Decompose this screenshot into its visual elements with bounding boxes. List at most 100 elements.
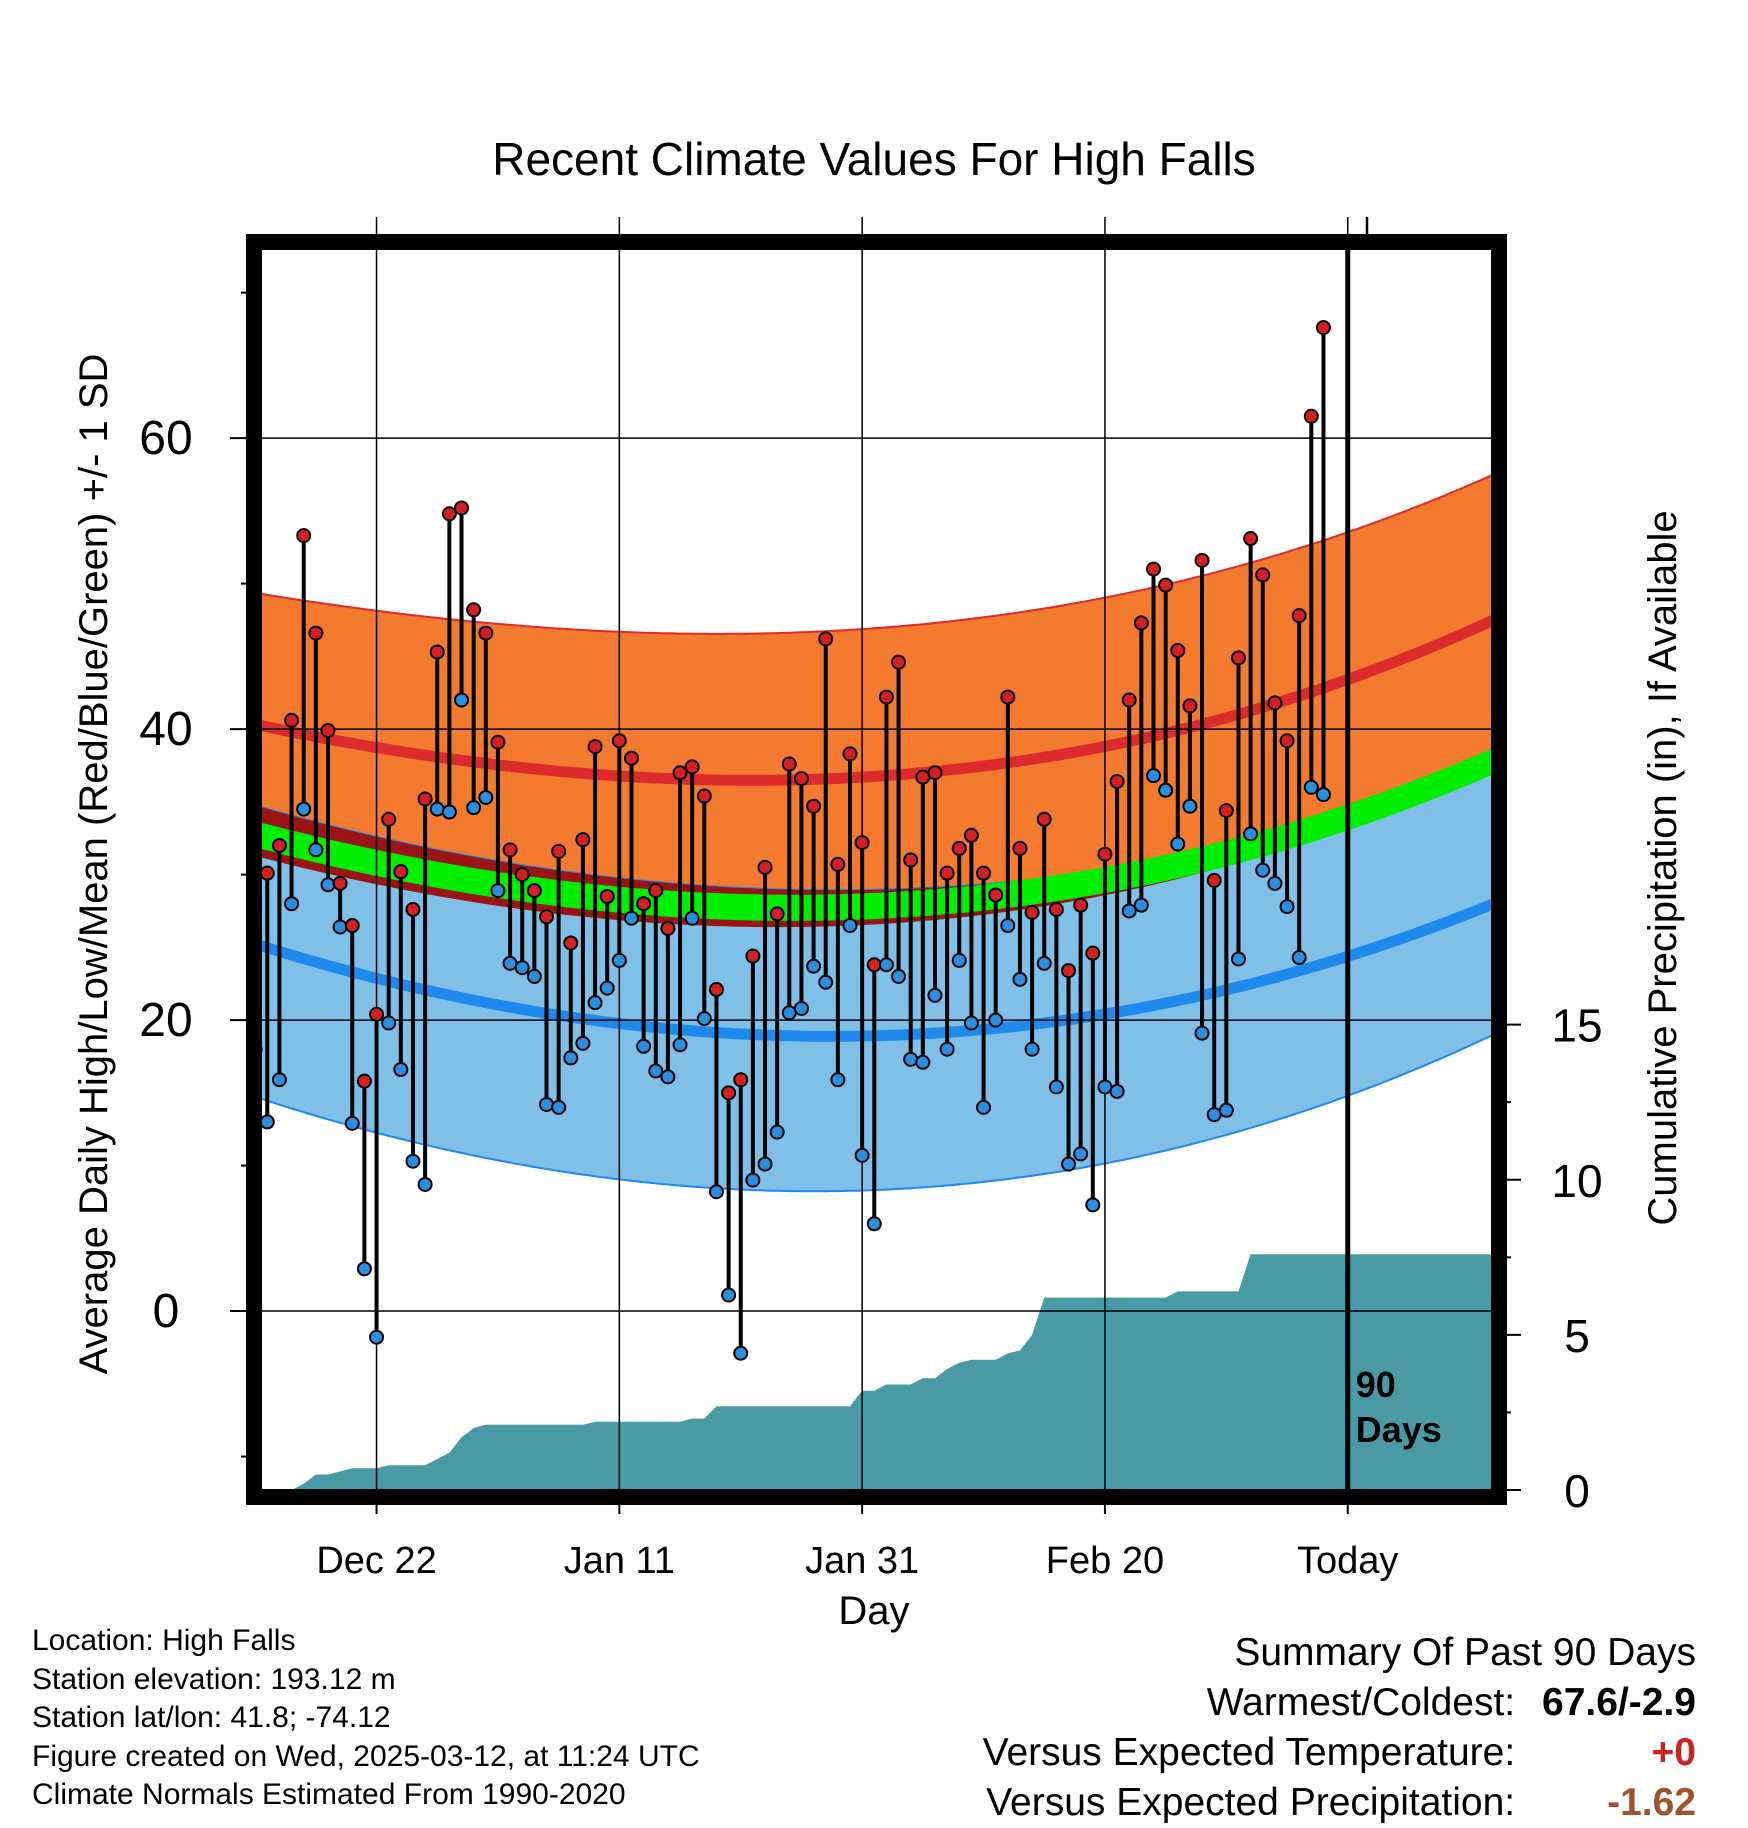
summary-panel: Summary Of Past 90 Days Warmest/Coldest:… <box>983 1628 1696 1828</box>
daily-low-point <box>708 1184 724 1200</box>
x-tick-label: Dec 22 <box>316 1540 436 1582</box>
daily-low-point <box>308 842 324 858</box>
daily-low-point <box>927 987 943 1003</box>
daily-low-point <box>587 995 603 1011</box>
daily-low-point <box>599 980 615 996</box>
daily-high-point <box>296 528 312 544</box>
daily-high-point <box>356 1073 372 1089</box>
daily-high-point <box>284 712 300 728</box>
daily-low-point <box>939 1041 955 1057</box>
daily-low-point <box>1315 787 1331 803</box>
temp-label: Versus Expected Temperature: <box>982 1731 1516 1774</box>
daily-high-point <box>781 756 797 772</box>
daily-high-point <box>1267 695 1283 711</box>
daily-high-point <box>660 920 676 936</box>
daily-high-point <box>502 842 518 858</box>
y-tick-label: 20 <box>139 994 192 1047</box>
daily-low-point <box>611 952 627 968</box>
daily-high-point <box>478 625 494 641</box>
daily-low-point <box>1170 836 1186 852</box>
daily-low-point <box>393 1062 409 1078</box>
chart-title: Recent Climate Values For High Falls <box>492 133 1256 185</box>
latlon-text: Station lat/lon: 41.8; -74.12 <box>32 1701 391 1734</box>
daily-high-point <box>1024 904 1040 920</box>
daily-high-point <box>381 811 397 827</box>
warm-cold-row: Warmest/Coldest: 67.6/-2.9 <box>983 1678 1696 1728</box>
y-tick-label: 0 <box>153 1285 180 1338</box>
daily-low-point <box>296 801 312 817</box>
daily-low-point <box>830 1072 846 1088</box>
daily-high-point <box>490 734 506 750</box>
daily-low-point <box>1048 1079 1064 1095</box>
normals-text: Climate Normals Estimated From 1990-2020 <box>32 1778 626 1811</box>
daily-high-point <box>587 739 603 755</box>
daily-low-point <box>429 801 445 817</box>
daily-low-point <box>271 1072 287 1088</box>
daily-high-point <box>757 859 773 875</box>
daily-low-point <box>818 974 834 990</box>
daily-high-point <box>891 654 907 670</box>
daily-low-point <box>745 1172 761 1188</box>
today-days-label: Days <box>1356 1409 1442 1450</box>
daily-low-point <box>1303 779 1319 795</box>
daily-high-point <box>866 957 882 973</box>
daily-low-point <box>526 968 542 984</box>
daily-low-point <box>1073 1146 1089 1162</box>
daily-high-point <box>551 843 567 859</box>
daily-low-point <box>478 789 494 805</box>
daily-low-point <box>1279 899 1295 915</box>
daily-low-point <box>466 800 482 816</box>
daily-high-point <box>793 771 809 787</box>
temp-row: Versus Expected Temperature: +0 <box>983 1728 1696 1778</box>
daily-high-point <box>915 769 931 785</box>
daily-low-point <box>563 1050 579 1066</box>
daily-low-point <box>793 1000 809 1016</box>
daily-high-point <box>261 865 275 881</box>
y2-tick-label: 5 <box>1564 1310 1590 1362</box>
daily-high-point <box>878 689 894 705</box>
y2-tick-label: 15 <box>1551 1000 1602 1052</box>
daily-low-point <box>441 804 457 820</box>
daily-low-point <box>963 1015 979 1031</box>
x-tick-label: Feb 20 <box>1046 1540 1164 1582</box>
daily-high-point <box>514 867 530 883</box>
daily-low-point <box>344 1115 360 1131</box>
daily-high-point <box>271 837 287 853</box>
today-days-label: 90 <box>1356 1364 1396 1405</box>
daily-high-point <box>599 888 615 904</box>
y-axis-label: Average Daily High/Low/Mean (Red/Blue/Gr… <box>72 354 116 1375</box>
daily-high-point <box>1133 615 1149 631</box>
y2-tick-label: 0 <box>1564 1465 1590 1517</box>
daily-low-point <box>1036 955 1052 971</box>
daily-low-point <box>1158 782 1174 798</box>
x-tick-label: Jan 31 <box>805 1540 919 1582</box>
daily-low-point <box>988 1012 1004 1028</box>
daily-low-point <box>502 955 518 971</box>
daily-low-point <box>539 1096 554 1112</box>
daily-high-point <box>1303 408 1319 424</box>
daily-high-point <box>539 909 554 925</box>
daily-high-point <box>903 852 919 868</box>
daily-high-point <box>611 733 627 749</box>
daily-high-point <box>1097 846 1113 862</box>
daily-high-point <box>344 918 360 934</box>
daily-low-point <box>1146 768 1161 784</box>
daily-high-point <box>575 832 591 848</box>
daily-high-point <box>1109 773 1125 789</box>
daily-low-point <box>636 1038 652 1054</box>
daily-low-point <box>891 968 907 984</box>
daily-low-point <box>405 1153 421 1169</box>
daily-low-point <box>1267 875 1283 891</box>
daily-low-point <box>356 1261 372 1277</box>
daily-low-point <box>1109 1083 1125 1099</box>
daily-low-point <box>1218 1102 1234 1118</box>
daily-low-point <box>1230 951 1246 967</box>
daily-high-point <box>733 1072 749 1088</box>
low-normal-line <box>261 898 1492 1042</box>
daily-high-point <box>648 883 664 899</box>
location-text: Location: High Falls <box>32 1624 296 1657</box>
daily-low-point <box>769 1124 785 1140</box>
daily-low-point <box>696 1011 712 1027</box>
daily-low-point <box>623 910 639 926</box>
